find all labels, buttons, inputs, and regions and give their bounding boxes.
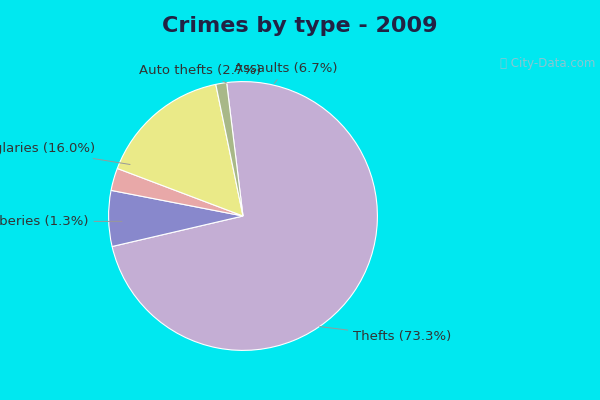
Wedge shape [109, 190, 243, 246]
Text: Assaults (6.7%): Assaults (6.7%) [234, 62, 338, 84]
Text: ⓘ City-Data.com: ⓘ City-Data.com [500, 58, 595, 70]
Text: Auto thefts (2.7%): Auto thefts (2.7%) [139, 64, 261, 83]
Wedge shape [216, 83, 243, 216]
Text: Burglaries (16.0%): Burglaries (16.0%) [0, 142, 130, 164]
Text: Robberies (1.3%): Robberies (1.3%) [0, 215, 122, 228]
Text: Crimes by type - 2009: Crimes by type - 2009 [162, 16, 438, 36]
Wedge shape [112, 82, 377, 350]
Wedge shape [117, 84, 243, 216]
Text: Thefts (73.3%): Thefts (73.3%) [320, 326, 451, 344]
Wedge shape [111, 168, 243, 216]
